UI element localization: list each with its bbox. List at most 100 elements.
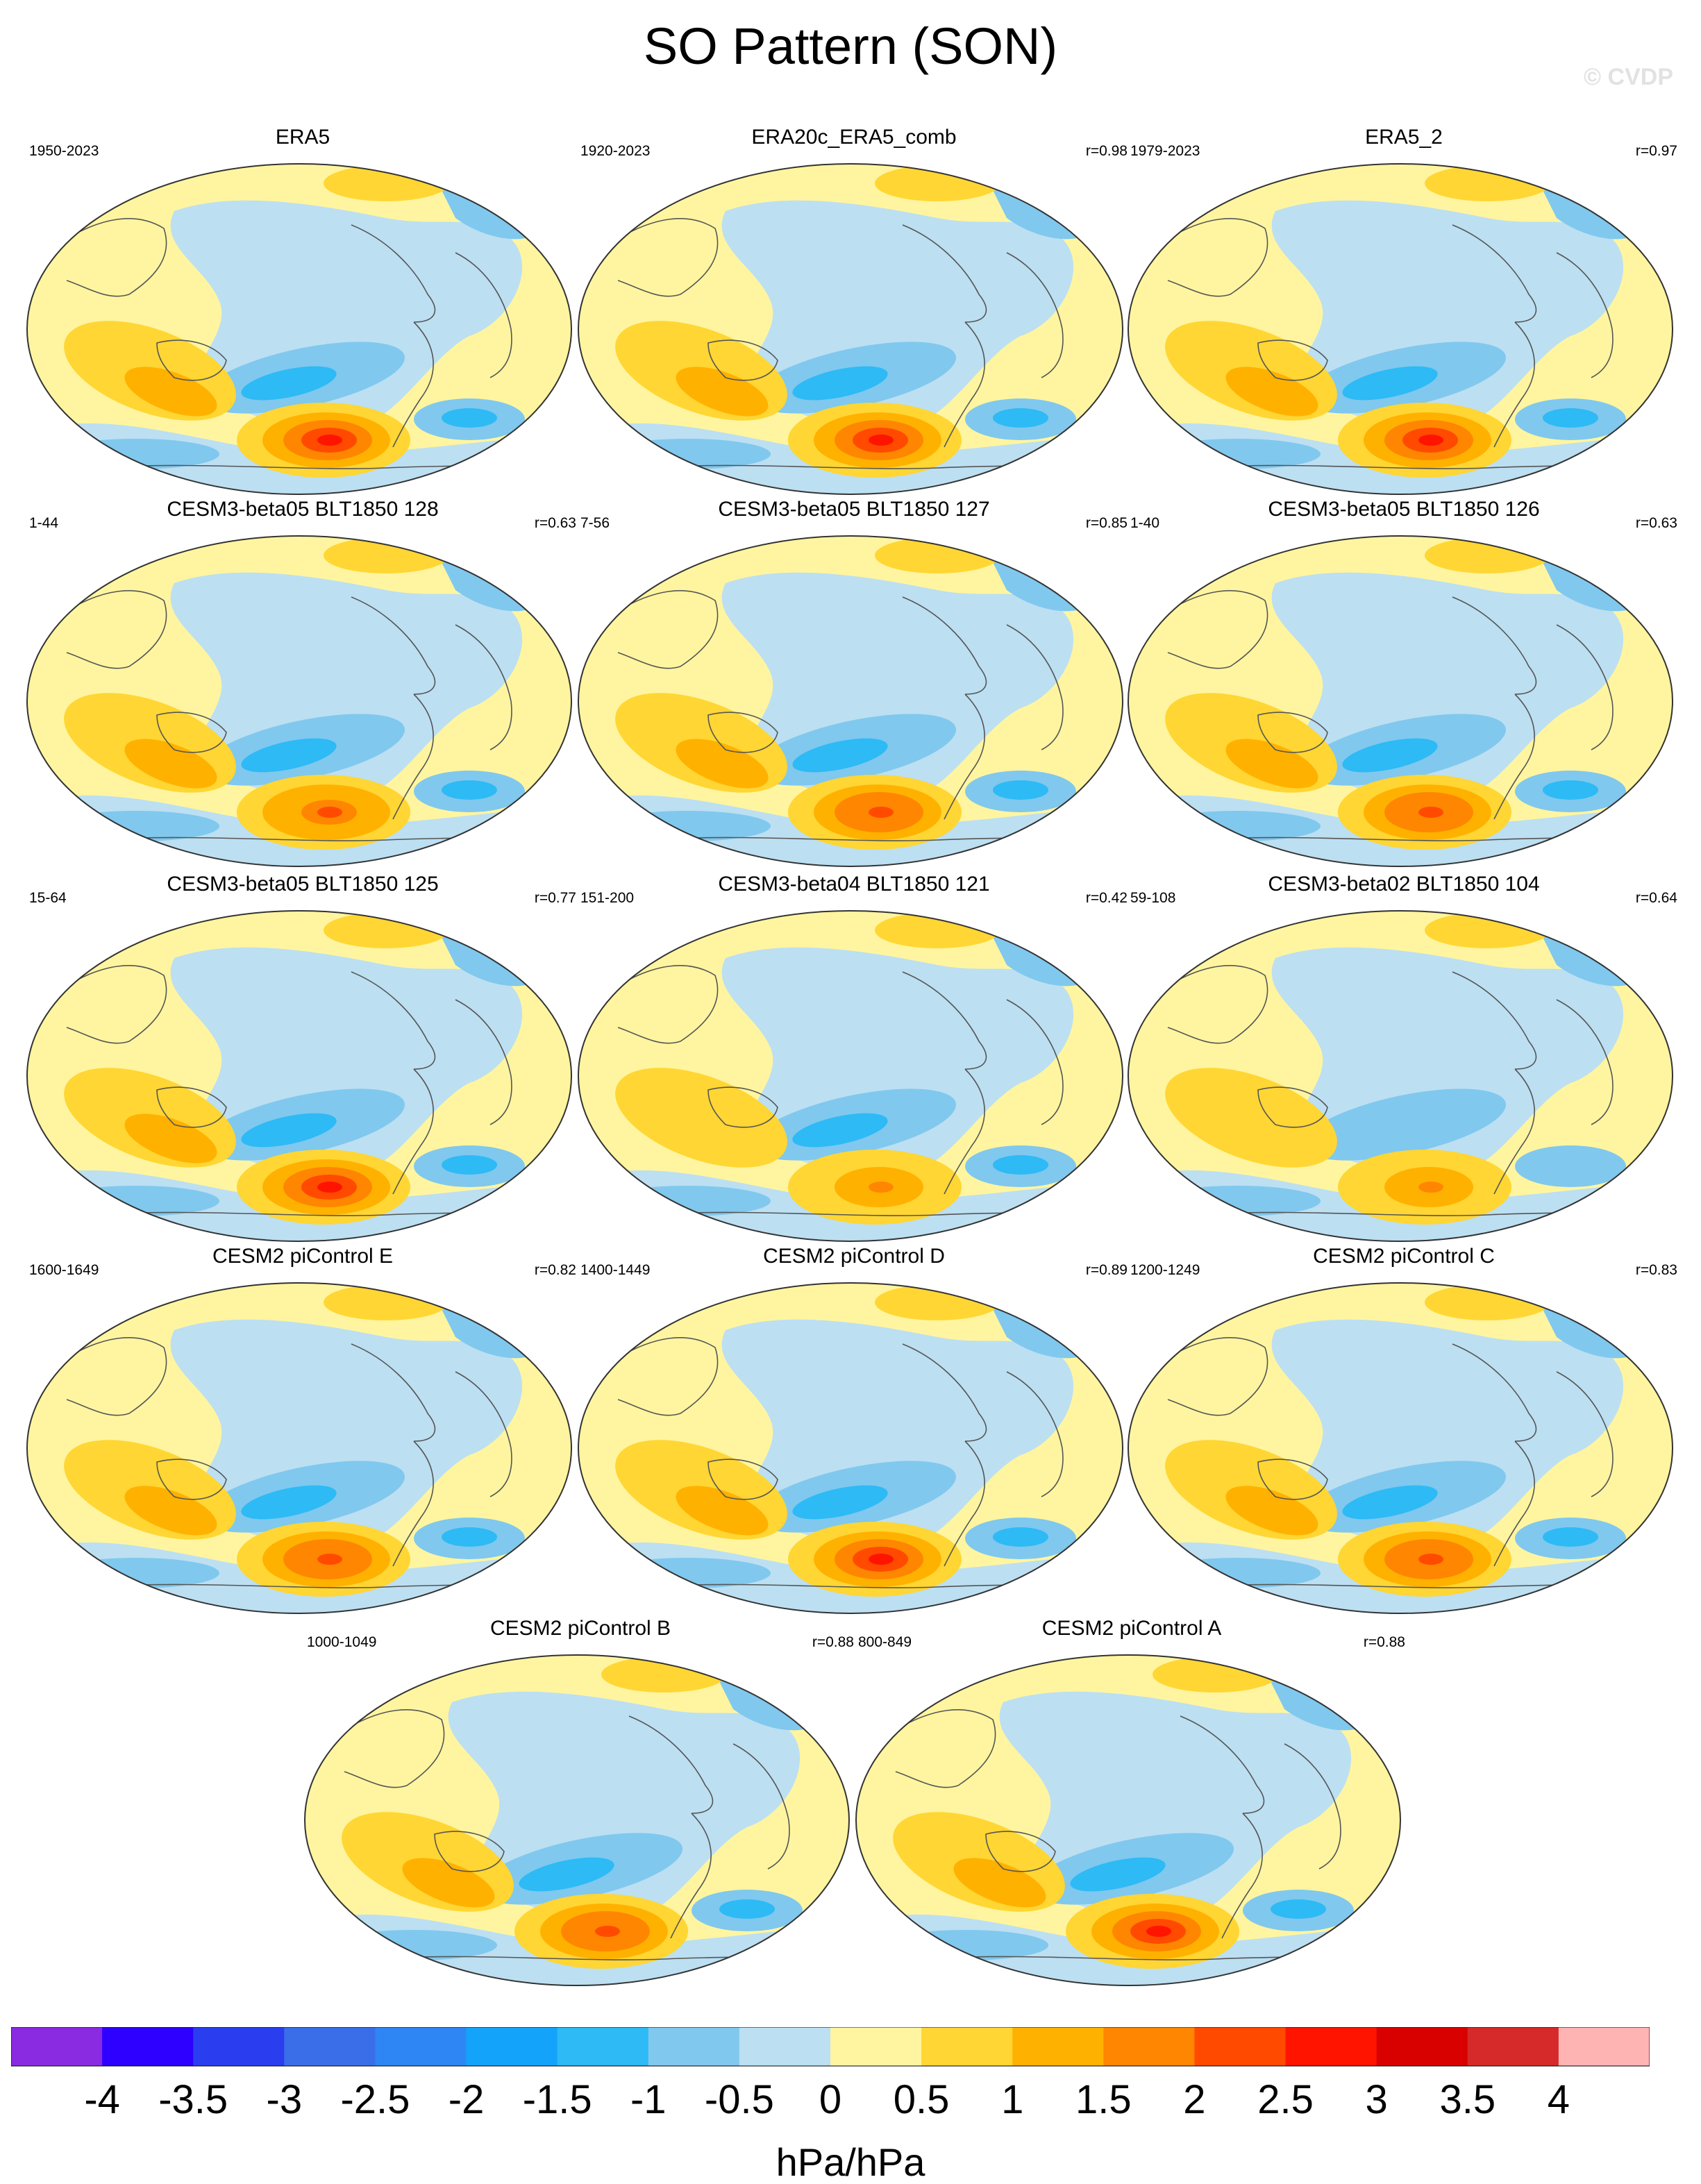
panel-title: CESM2 piControl A — [1041, 1617, 1222, 1640]
atlantic-negative-core — [442, 408, 497, 428]
antarctic-negative — [1154, 1558, 1321, 1588]
panel-title: CESM3-beta05 BLT1850 126 — [1268, 498, 1540, 521]
coast-south-america — [944, 1068, 985, 1195]
coast-asia — [1167, 965, 1268, 1044]
indo-pacific-positive-core — [676, 739, 769, 789]
atlantic-negative-core — [993, 1527, 1048, 1547]
coast-australia — [985, 1831, 1056, 1872]
coast-africa — [455, 999, 512, 1125]
panel-years: 151-200 — [580, 890, 635, 906]
map-panel: CESM3-beta02 BLT1850 104 59-108 r=0.64 — [1126, 872, 1682, 1242]
colorbar-tick-label: -1.5 — [523, 2077, 592, 2122]
colorbar-swatch — [284, 2027, 376, 2066]
atlantic-negative-core — [1271, 1899, 1326, 1919]
negative-core — [792, 1113, 888, 1148]
robinson-map — [855, 1654, 1401, 1986]
so-high-level5 — [869, 1554, 894, 1565]
coast-south-america — [944, 1440, 985, 1567]
panel-title: CESM2 piControl E — [212, 1245, 394, 1268]
so-high-level5 — [317, 435, 342, 446]
panel-correlation: r=0.85 — [1085, 515, 1128, 531]
so-high-level5 — [1418, 807, 1443, 818]
coast-asia — [617, 590, 719, 669]
antarctic-negative — [53, 1186, 219, 1216]
colorbar-swatch — [375, 2027, 467, 2066]
robinson-map — [26, 1282, 572, 1614]
coast-australia — [1257, 339, 1328, 381]
robinson-map — [26, 535, 572, 867]
indo-pacific-positive-core — [676, 367, 769, 417]
map-outline — [578, 535, 1123, 867]
coast-africa — [1006, 624, 1064, 750]
antarctic-negative — [1154, 439, 1321, 469]
negative-core — [1342, 366, 1438, 401]
coast-asia — [617, 965, 719, 1044]
negative-core — [792, 738, 888, 773]
panel-title: CESM2 piControl C — [1313, 1245, 1495, 1268]
panel-years: 1200-1249 — [1130, 1262, 1200, 1278]
indo-pacific-positive-core — [676, 1114, 769, 1164]
coast-asia — [1167, 1337, 1268, 1416]
map-panel: CESM3-beta05 BLT1850 125 15-64 r=0.77 — [25, 872, 580, 1242]
coast-africa — [1284, 1743, 1341, 1870]
negative-core — [1342, 1113, 1438, 1148]
coast-south-america — [392, 1440, 434, 1567]
colorbar-tick-label: 1.5 — [1075, 2077, 1132, 2122]
map-outline — [578, 163, 1123, 495]
coast-africa — [1556, 1371, 1614, 1497]
arctic-positive — [1425, 165, 1550, 201]
coast-africa — [1006, 252, 1064, 378]
negative-core — [241, 738, 337, 773]
atlantic-negative-core — [993, 408, 1048, 428]
coast-australia — [156, 712, 227, 753]
figure-title: SO Pattern (SON) — [643, 17, 1058, 75]
coast-north-america — [1452, 224, 1537, 323]
panel-correlation: r=0.88 — [1363, 1634, 1405, 1650]
arctic-positive — [1425, 912, 1550, 948]
coast-africa — [455, 1371, 512, 1497]
negative-core — [241, 1485, 337, 1520]
panel-title: CESM3-beta04 BLT1850 121 — [718, 873, 990, 896]
panel-years: 1979-2023 — [1130, 143, 1200, 159]
arctic-positive — [875, 1284, 1000, 1320]
panel-years: 1-40 — [1130, 515, 1160, 531]
robinson-map — [578, 1282, 1123, 1614]
panel-years: 59-108 — [1130, 890, 1176, 906]
arctic-positive — [324, 1284, 449, 1320]
arctic-positive — [875, 912, 1000, 948]
colorbar-swatch — [1285, 2027, 1377, 2066]
negative-core — [1342, 1485, 1438, 1520]
atlantic-negative-core — [993, 1155, 1048, 1175]
coast-asia — [66, 218, 167, 297]
panel-title: ERA20c_ERA5_comb — [751, 126, 957, 149]
panel-years: 1000-1049 — [307, 1634, 377, 1650]
colorbar-swatch — [1376, 2027, 1468, 2066]
coast-africa — [455, 624, 512, 750]
coast-asia — [66, 590, 167, 669]
colorbar-swatch — [193, 2027, 285, 2066]
so-high-level5 — [595, 1926, 620, 1937]
coast-north-america — [902, 224, 987, 323]
coast-africa — [1006, 999, 1064, 1125]
so-high-level5 — [317, 1182, 342, 1193]
coast-australia — [707, 712, 778, 753]
arctic-positive — [875, 537, 1000, 573]
coast-asia — [344, 1709, 445, 1788]
map-outline — [578, 910, 1123, 1242]
colorbar-tick-label: 3.5 — [1439, 2077, 1495, 2122]
so-high-level5 — [1418, 1182, 1443, 1193]
panel-title: CESM2 piControl D — [763, 1245, 945, 1268]
negative-core — [1070, 1857, 1166, 1892]
map-outline — [26, 1282, 572, 1614]
colorbar-swatch — [648, 2027, 740, 2066]
so-high-level5 — [1146, 1926, 1171, 1937]
robinson-map — [26, 910, 572, 1242]
colorbar-tick-label: -4 — [84, 2077, 120, 2122]
panel-title: ERA5 — [275, 126, 330, 149]
indo-pacific-positive-core — [1225, 1486, 1318, 1536]
map-panel: CESM2 piControl C 1200-1249 r=0.83 — [1126, 1244, 1682, 1614]
robinson-map — [578, 910, 1123, 1242]
antarctic-negative — [53, 439, 219, 469]
colorbar-tick-label: -2.5 — [340, 2077, 410, 2122]
panel-years: 1400-1449 — [580, 1262, 651, 1278]
